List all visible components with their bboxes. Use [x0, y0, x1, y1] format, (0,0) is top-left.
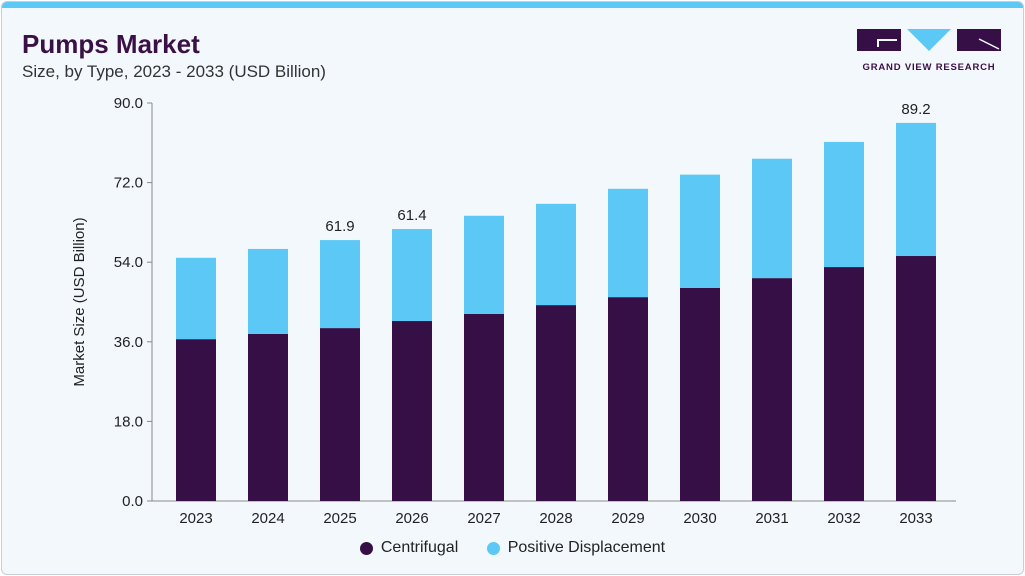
y-tick-label: 36.0: [114, 334, 143, 351]
legend-item-centrifugal[interactable]: Centrifugal: [359, 539, 459, 557]
bar-positive-displacement-2029: [608, 188, 648, 298]
y-tick-label: 72.0: [114, 175, 143, 192]
gvr-logo-icon: [857, 29, 1001, 51]
page-subtitle: Size, by Type, 2023 - 2033 (USD Billion): [22, 62, 326, 81]
y-tick-label: 54.0: [114, 254, 143, 271]
bar-positive-displacement-2026: [392, 229, 432, 322]
bar-centrifugal-2033: [896, 256, 936, 501]
x-tick-label: 2026: [395, 510, 428, 527]
page-title: Pumps Market: [22, 29, 200, 59]
bar-positive-displacement-2028: [536, 203, 576, 306]
y-tick-label: 0.0: [122, 493, 143, 510]
x-tick-label: 2025: [323, 510, 356, 527]
bar-positive-displacement-2027: [464, 215, 504, 314]
data-label-2033: 89.2: [901, 101, 930, 118]
x-tick-label: 2031: [755, 510, 788, 527]
accent-bar: [2, 2, 1023, 8]
x-tick-label: 2032: [827, 510, 860, 527]
legend-label: Positive Displacement: [507, 539, 666, 556]
bar-centrifugal-2023: [176, 339, 216, 501]
y-tick-label: 18.0: [114, 413, 143, 430]
x-tick-label: 2024: [251, 510, 284, 527]
bar-positive-displacement-2025: [320, 240, 360, 329]
bar-positive-displacement-2031: [752, 158, 792, 279]
bar-centrifugal-2028: [536, 305, 576, 501]
grand-view-research-logo: GRAND VIEW RESEARCH: [857, 29, 1001, 79]
y-axis-title: Market Size (USD Billion): [71, 217, 88, 386]
x-tick-label: 2027: [467, 510, 500, 527]
data-label-2025: 61.9: [325, 218, 354, 235]
data-label-2026: 61.4: [397, 207, 426, 224]
legend-item-positive-displacement[interactable]: Positive Displacement: [486, 539, 666, 557]
bar-positive-displacement-2032: [824, 141, 864, 268]
bar-centrifugal-2029: [608, 297, 648, 501]
x-tick-label: 2023: [179, 510, 212, 527]
bar-positive-displacement-2024: [248, 248, 288, 334]
x-tick-label: 2033: [899, 510, 932, 527]
logo-text: GRAND VIEW RESEARCH: [862, 62, 996, 73]
x-tick-label: 2030: [683, 510, 716, 527]
legend-label: Centrifugal: [380, 539, 459, 556]
bar-centrifugal-2026: [392, 321, 432, 501]
bar-centrifugal-2025: [320, 328, 360, 501]
bar-centrifugal-2032: [824, 267, 864, 501]
y-tick-label: 90.0: [114, 95, 143, 112]
x-tick-label: 2028: [539, 510, 572, 527]
legend-swatch-positive-displacement: [486, 541, 500, 555]
bar-positive-displacement-2033: [896, 122, 936, 257]
bar-centrifugal-2030: [680, 287, 720, 501]
legend: Centrifugal Positive Displacement: [2, 539, 1023, 560]
x-tick-label: 2029: [611, 510, 644, 527]
bar-centrifugal-2027: [464, 313, 504, 501]
bar-centrifugal-2031: [752, 278, 792, 501]
bar-positive-displacement-2030: [680, 174, 720, 288]
bar-centrifugal-2024: [248, 333, 288, 501]
bar-positive-displacement-2023: [176, 257, 216, 340]
legend-swatch-centrifugal: [359, 541, 373, 555]
